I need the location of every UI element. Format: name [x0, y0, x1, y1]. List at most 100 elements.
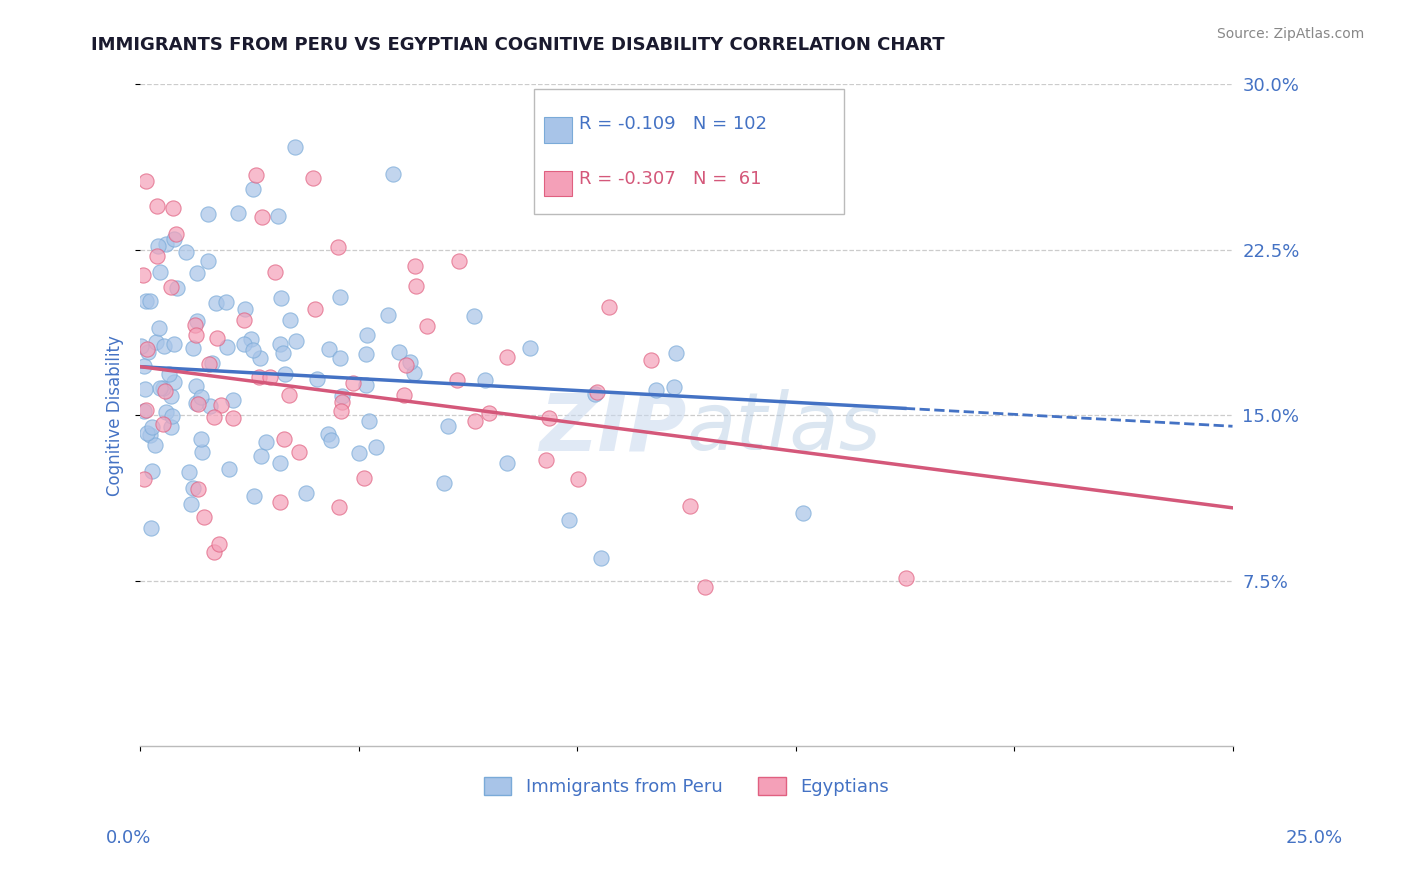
Point: [347, 446, 370, 460]
Point: [665, 346, 688, 360]
Point: [207, 537, 229, 551]
Point: [318, 343, 340, 357]
Point: [136, 425, 159, 440]
Point: [145, 335, 167, 350]
Text: 0.0%: 0.0%: [105, 829, 150, 847]
Point: [132, 268, 155, 282]
Point: [134, 359, 156, 373]
Point: [388, 344, 411, 359]
Point: [295, 486, 318, 500]
Point: [269, 337, 291, 351]
Point: [264, 265, 287, 279]
Point: [155, 404, 177, 418]
Point: [163, 375, 186, 389]
Point: [160, 280, 183, 294]
Point: [160, 420, 183, 434]
Point: [329, 351, 352, 365]
Point: [141, 420, 163, 434]
Point: [160, 409, 183, 423]
Point: [437, 418, 460, 433]
Point: [152, 339, 174, 353]
Point: [446, 372, 468, 386]
Point: [201, 356, 224, 370]
Point: [321, 434, 343, 448]
Point: [305, 372, 328, 386]
Point: [138, 428, 160, 442]
Point: [134, 403, 156, 417]
Point: [132, 404, 155, 418]
Point: [266, 209, 288, 223]
Text: IMMIGRANTS FROM PERU VS EGYPTIAN COGNITIVE DISABILITY CORRELATION CHART: IMMIGRANTS FROM PERU VS EGYPTIAN COGNITI…: [91, 36, 945, 54]
Point: [301, 171, 323, 186]
Point: [284, 140, 307, 154]
Point: [589, 551, 612, 566]
Point: [202, 545, 225, 559]
Point: [139, 294, 162, 309]
Point: [205, 331, 228, 345]
Point: [519, 341, 541, 355]
Point: [215, 340, 238, 354]
Point: [193, 510, 215, 524]
Point: [330, 403, 353, 417]
Point: [464, 414, 486, 428]
Point: [187, 482, 209, 496]
Point: [274, 367, 297, 381]
Point: [254, 434, 277, 449]
Point: [402, 367, 425, 381]
Point: [474, 373, 496, 387]
Point: [364, 440, 387, 454]
Text: ZIP: ZIP: [538, 390, 686, 467]
Point: [269, 456, 291, 470]
Point: [416, 318, 439, 333]
Point: [330, 395, 353, 409]
Point: [239, 332, 262, 346]
Point: [357, 414, 380, 428]
Text: R = -0.109   N = 102: R = -0.109 N = 102: [579, 115, 768, 133]
Point: [478, 406, 501, 420]
Point: [377, 308, 399, 322]
Point: [165, 227, 187, 241]
Point: [433, 476, 456, 491]
Point: [157, 368, 180, 382]
Point: [242, 182, 264, 196]
Point: [273, 346, 295, 360]
Point: [148, 321, 170, 335]
Point: [174, 244, 197, 259]
Point: [405, 259, 427, 273]
Point: [405, 278, 427, 293]
Point: [152, 417, 174, 432]
Point: [134, 472, 156, 486]
Point: [135, 293, 157, 308]
Point: [222, 393, 245, 408]
Point: [792, 507, 814, 521]
Point: [190, 390, 212, 404]
Text: Source: ZipAtlas.com: Source: ZipAtlas.com: [1216, 27, 1364, 41]
Point: [249, 351, 271, 365]
Point: [534, 453, 557, 467]
Point: [243, 489, 266, 503]
Point: [135, 342, 157, 356]
Point: [679, 499, 702, 513]
Point: [567, 472, 589, 486]
Point: [186, 313, 208, 327]
Point: [198, 399, 221, 413]
Point: [644, 383, 666, 397]
Point: [894, 572, 917, 586]
Point: [354, 378, 377, 392]
Point: [245, 168, 267, 182]
Point: [277, 388, 299, 402]
Point: [222, 410, 245, 425]
Text: atlas: atlas: [686, 390, 882, 467]
Point: [186, 266, 208, 280]
Text: R = -0.307   N =  61: R = -0.307 N = 61: [579, 170, 762, 188]
Point: [197, 253, 219, 268]
Point: [354, 347, 377, 361]
Point: [640, 352, 662, 367]
Point: [356, 328, 378, 343]
Point: [204, 410, 226, 425]
Point: [250, 211, 273, 225]
Point: [382, 167, 405, 181]
Point: [134, 382, 156, 396]
Point: [463, 309, 485, 323]
Point: [353, 471, 375, 485]
